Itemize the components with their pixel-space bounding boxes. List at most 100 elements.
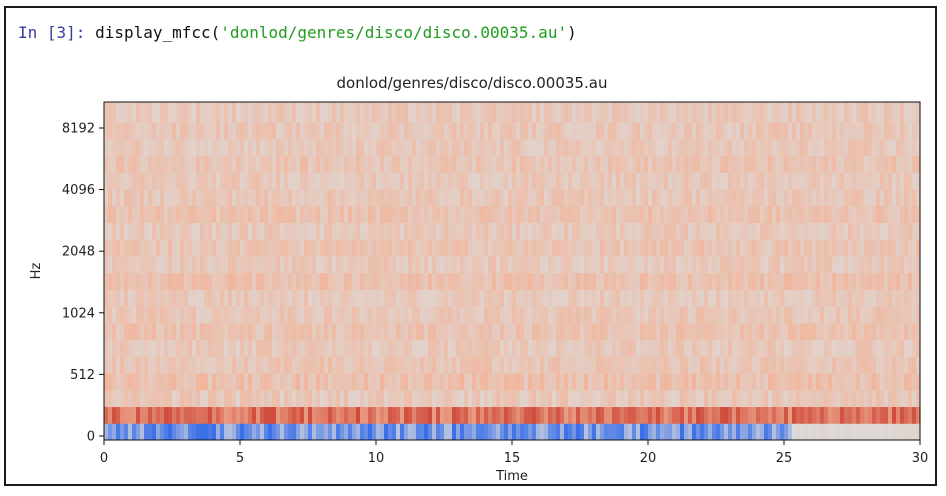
heatmap-cell <box>180 423 185 441</box>
heatmap-cell <box>740 423 745 441</box>
heatmap-cell <box>572 122 577 140</box>
heatmap-cell <box>540 322 545 341</box>
heatmap-cell <box>144 373 149 391</box>
heatmap-cell <box>104 189 109 207</box>
heatmap-cell <box>440 222 445 240</box>
heatmap-cell <box>352 189 357 207</box>
heatmap-cell <box>324 255 329 274</box>
heatmap-cell <box>836 289 841 307</box>
heatmap-cell <box>592 122 597 140</box>
heatmap-cell <box>128 339 133 357</box>
heatmap-cell <box>732 389 737 408</box>
heatmap-cell <box>716 222 721 240</box>
heatmap-cell <box>500 205 505 223</box>
heatmap-cell <box>900 222 905 240</box>
heatmap-cell <box>112 389 117 408</box>
heatmap-cell <box>320 339 325 357</box>
heatmap-cell <box>172 239 177 257</box>
heatmap-cell <box>464 322 469 341</box>
heatmap-cell <box>684 172 689 190</box>
heatmap-cell <box>220 155 225 173</box>
heatmap-cell <box>344 373 349 391</box>
heatmap-cell <box>908 172 913 190</box>
code-input[interactable]: In [3]: display_mfcc('donlod/genres/disc… <box>18 20 577 46</box>
heatmap-cell <box>656 255 661 274</box>
heatmap-cell <box>640 306 645 324</box>
heatmap-cell <box>916 322 921 341</box>
heatmap-cell <box>792 389 797 408</box>
heatmap-cell <box>772 172 777 190</box>
heatmap-cell <box>732 272 737 290</box>
heatmap-cell <box>684 373 689 391</box>
heatmap-cell <box>536 322 541 341</box>
heatmap-cell <box>472 389 477 408</box>
heatmap-cell <box>192 205 197 223</box>
heatmap-cell <box>144 356 149 374</box>
heatmap-cell <box>472 322 477 341</box>
heatmap-cell <box>220 172 225 190</box>
heatmap-cell <box>172 255 177 274</box>
heatmap-cell <box>336 255 341 274</box>
heatmap-cell <box>264 423 269 441</box>
heatmap-cell <box>636 356 641 374</box>
heatmap-cell <box>552 189 557 207</box>
heatmap-cell <box>260 239 265 257</box>
heatmap-cell <box>236 406 241 424</box>
heatmap-cell <box>804 138 809 157</box>
heatmap-cell <box>192 155 197 173</box>
heatmap-cell <box>392 272 397 290</box>
heatmap-cell <box>280 222 285 240</box>
notebook-cell[interactable]: In [3]: display_mfcc('donlod/genres/disc… <box>4 6 937 486</box>
heatmap-cell <box>208 356 213 374</box>
heatmap-cell <box>580 356 585 374</box>
heatmap-cell <box>868 339 873 357</box>
heatmap-cell <box>812 239 817 257</box>
heatmap-cell <box>684 155 689 173</box>
heatmap-cell <box>276 255 281 274</box>
heatmap-cell <box>536 102 541 123</box>
heatmap-cell <box>472 205 477 223</box>
heatmap-cell <box>832 172 837 190</box>
heatmap-cell <box>304 138 309 157</box>
heatmap-cell <box>440 389 445 408</box>
heatmap-cell <box>460 356 465 374</box>
heatmap-cell <box>564 138 569 157</box>
heatmap-cell <box>644 322 649 341</box>
heatmap-cell <box>908 339 913 357</box>
heatmap-cell <box>560 255 565 274</box>
heatmap-cell <box>224 406 229 424</box>
heatmap-cell <box>684 322 689 341</box>
heatmap-cell <box>452 255 457 274</box>
heatmap-cell <box>692 222 697 240</box>
heatmap-cell <box>876 155 881 173</box>
heatmap-cell <box>512 122 517 140</box>
heatmap-cell <box>768 255 773 274</box>
heatmap-cell <box>860 122 865 140</box>
heatmap-cell <box>636 289 641 307</box>
heatmap-cell <box>660 272 665 290</box>
heatmap-cell <box>168 322 173 341</box>
y-tick-label: 512 <box>70 368 95 383</box>
heatmap-cell <box>192 373 197 391</box>
heatmap-cell <box>436 172 441 190</box>
heatmap-cell <box>456 373 461 391</box>
heatmap-cell <box>264 122 269 140</box>
heatmap-cell <box>148 306 153 324</box>
heatmap-cell <box>384 389 389 408</box>
heatmap-cell <box>716 373 721 391</box>
heatmap-cell <box>612 423 617 441</box>
heatmap-cell <box>656 122 661 140</box>
heatmap-cell <box>408 255 413 274</box>
heatmap-cell <box>892 356 897 374</box>
heatmap-cell <box>732 239 737 257</box>
heatmap-cell <box>200 272 205 290</box>
heatmap-cell <box>536 339 541 357</box>
heatmap-cell <box>808 356 813 374</box>
heatmap-cell <box>660 356 665 374</box>
heatmap-cell <box>312 423 317 441</box>
heatmap-cell <box>472 255 477 274</box>
heatmap-cell <box>424 155 429 173</box>
heatmap-cell <box>228 189 233 207</box>
heatmap-cell <box>276 423 281 441</box>
heatmap-cell <box>160 389 165 408</box>
